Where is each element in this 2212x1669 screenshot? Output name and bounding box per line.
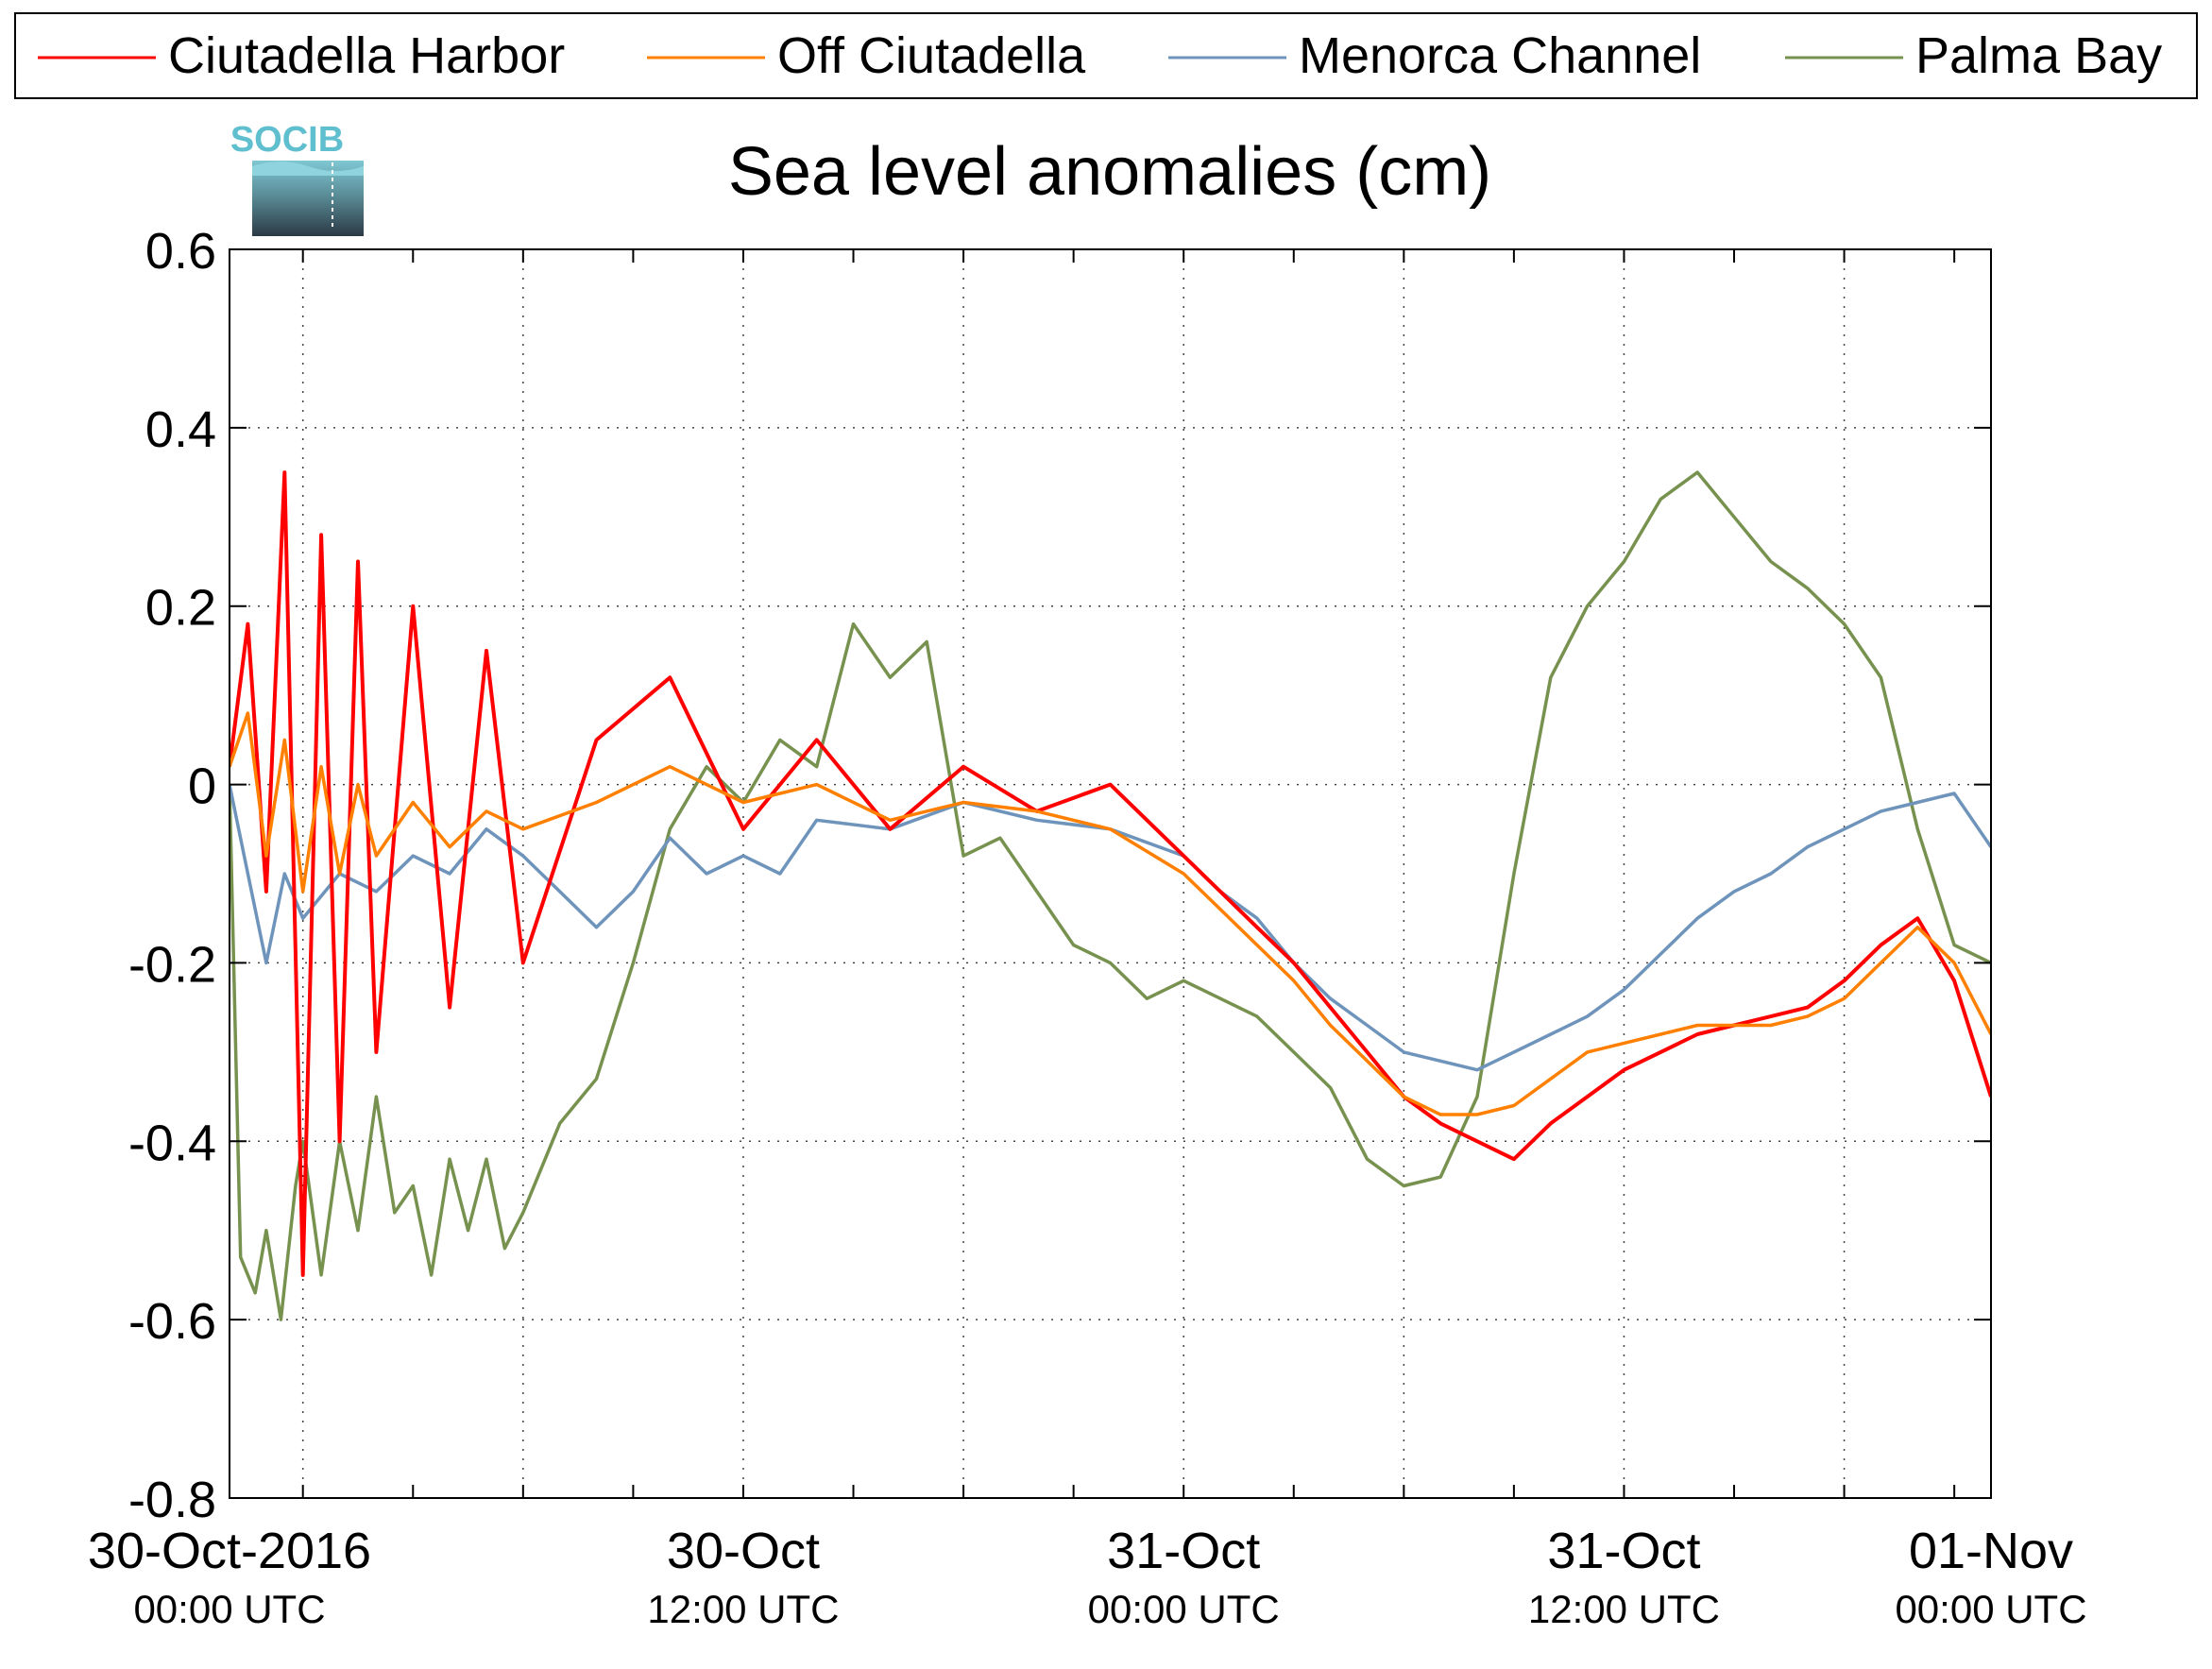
- series-line-palma-bay: [230, 470, 1991, 1321]
- legend-label-off-ciutadella: Off Ciutadella: [777, 27, 1086, 84]
- legend-item: Ciutadella Harbor: [38, 27, 565, 84]
- legend-box: [14, 12, 2198, 99]
- y-tick-label: -0.8: [128, 1472, 216, 1528]
- grid: [230, 249, 1991, 1498]
- y-tick-label: 0.4: [145, 401, 216, 458]
- socib-logo: SOCIB: [230, 120, 364, 236]
- logo-wave-crest: [252, 162, 364, 176]
- y-tick-label: 0.6: [145, 223, 216, 280]
- legend-item: Off Ciutadella: [647, 27, 1086, 84]
- plot-frame: [229, 248, 1992, 1499]
- x-tick-date-label: 30-Oct-2016: [88, 1523, 371, 1579]
- x-axis: 30-Oct-2016 00:00 UTC 30-Oct 12:00 UTC 31-Oc…: [88, 249, 2087, 1631]
- x-tick-time-label: 00:00 UTC: [133, 1587, 325, 1631]
- chart-title: Sea level anomalies (cm): [728, 134, 1491, 210]
- y-axis: -0.8 -0.6 -0.4 -0.2 0 0.2 0.4 0.6: [128, 223, 1991, 1528]
- series-line-ciutadella-harbor: [230, 470, 1991, 1277]
- y-tick-label: 0: [188, 758, 216, 815]
- legend-label-menorca-channel: Menorca Channel: [1299, 27, 1701, 84]
- x-tick-date-label: 01-Nov: [1909, 1523, 2073, 1579]
- x-tick-time-label: 00:00 UTC: [1088, 1587, 1280, 1631]
- legend: Ciutadella Harbor Off Ciutadella Menorca…: [14, 12, 2198, 99]
- series-group: [230, 470, 1991, 1321]
- x-tick-date-label: 30-Oct: [667, 1523, 820, 1579]
- x-tick-date-label: 31-Oct: [1547, 1523, 1700, 1579]
- x-tick-time-label: 12:00 UTC: [1528, 1587, 1720, 1631]
- y-tick-label: 0.2: [145, 580, 216, 637]
- legend-item: Palma Bay: [1785, 27, 2162, 84]
- y-tick-label: -0.2: [128, 936, 216, 993]
- legend-item: Menorca Channel: [1168, 27, 1701, 84]
- series-line-off-ciutadella: [230, 711, 1991, 1116]
- x-tick-time-label: 00:00 UTC: [1895, 1587, 2086, 1631]
- legend-label-ciutadella-harbor: Ciutadella Harbor: [168, 27, 565, 84]
- legend-label-palma-bay: Palma Bay: [1915, 27, 2162, 84]
- y-tick-label: -0.4: [128, 1115, 216, 1171]
- y-tick-label: -0.6: [128, 1293, 216, 1350]
- series-line-menorca-channel: [230, 784, 1991, 1072]
- x-tick-time-label: 12:00 UTC: [647, 1587, 839, 1631]
- logo-text: SOCIB: [230, 120, 344, 160]
- x-tick-date-label: 31-Oct: [1107, 1523, 1260, 1579]
